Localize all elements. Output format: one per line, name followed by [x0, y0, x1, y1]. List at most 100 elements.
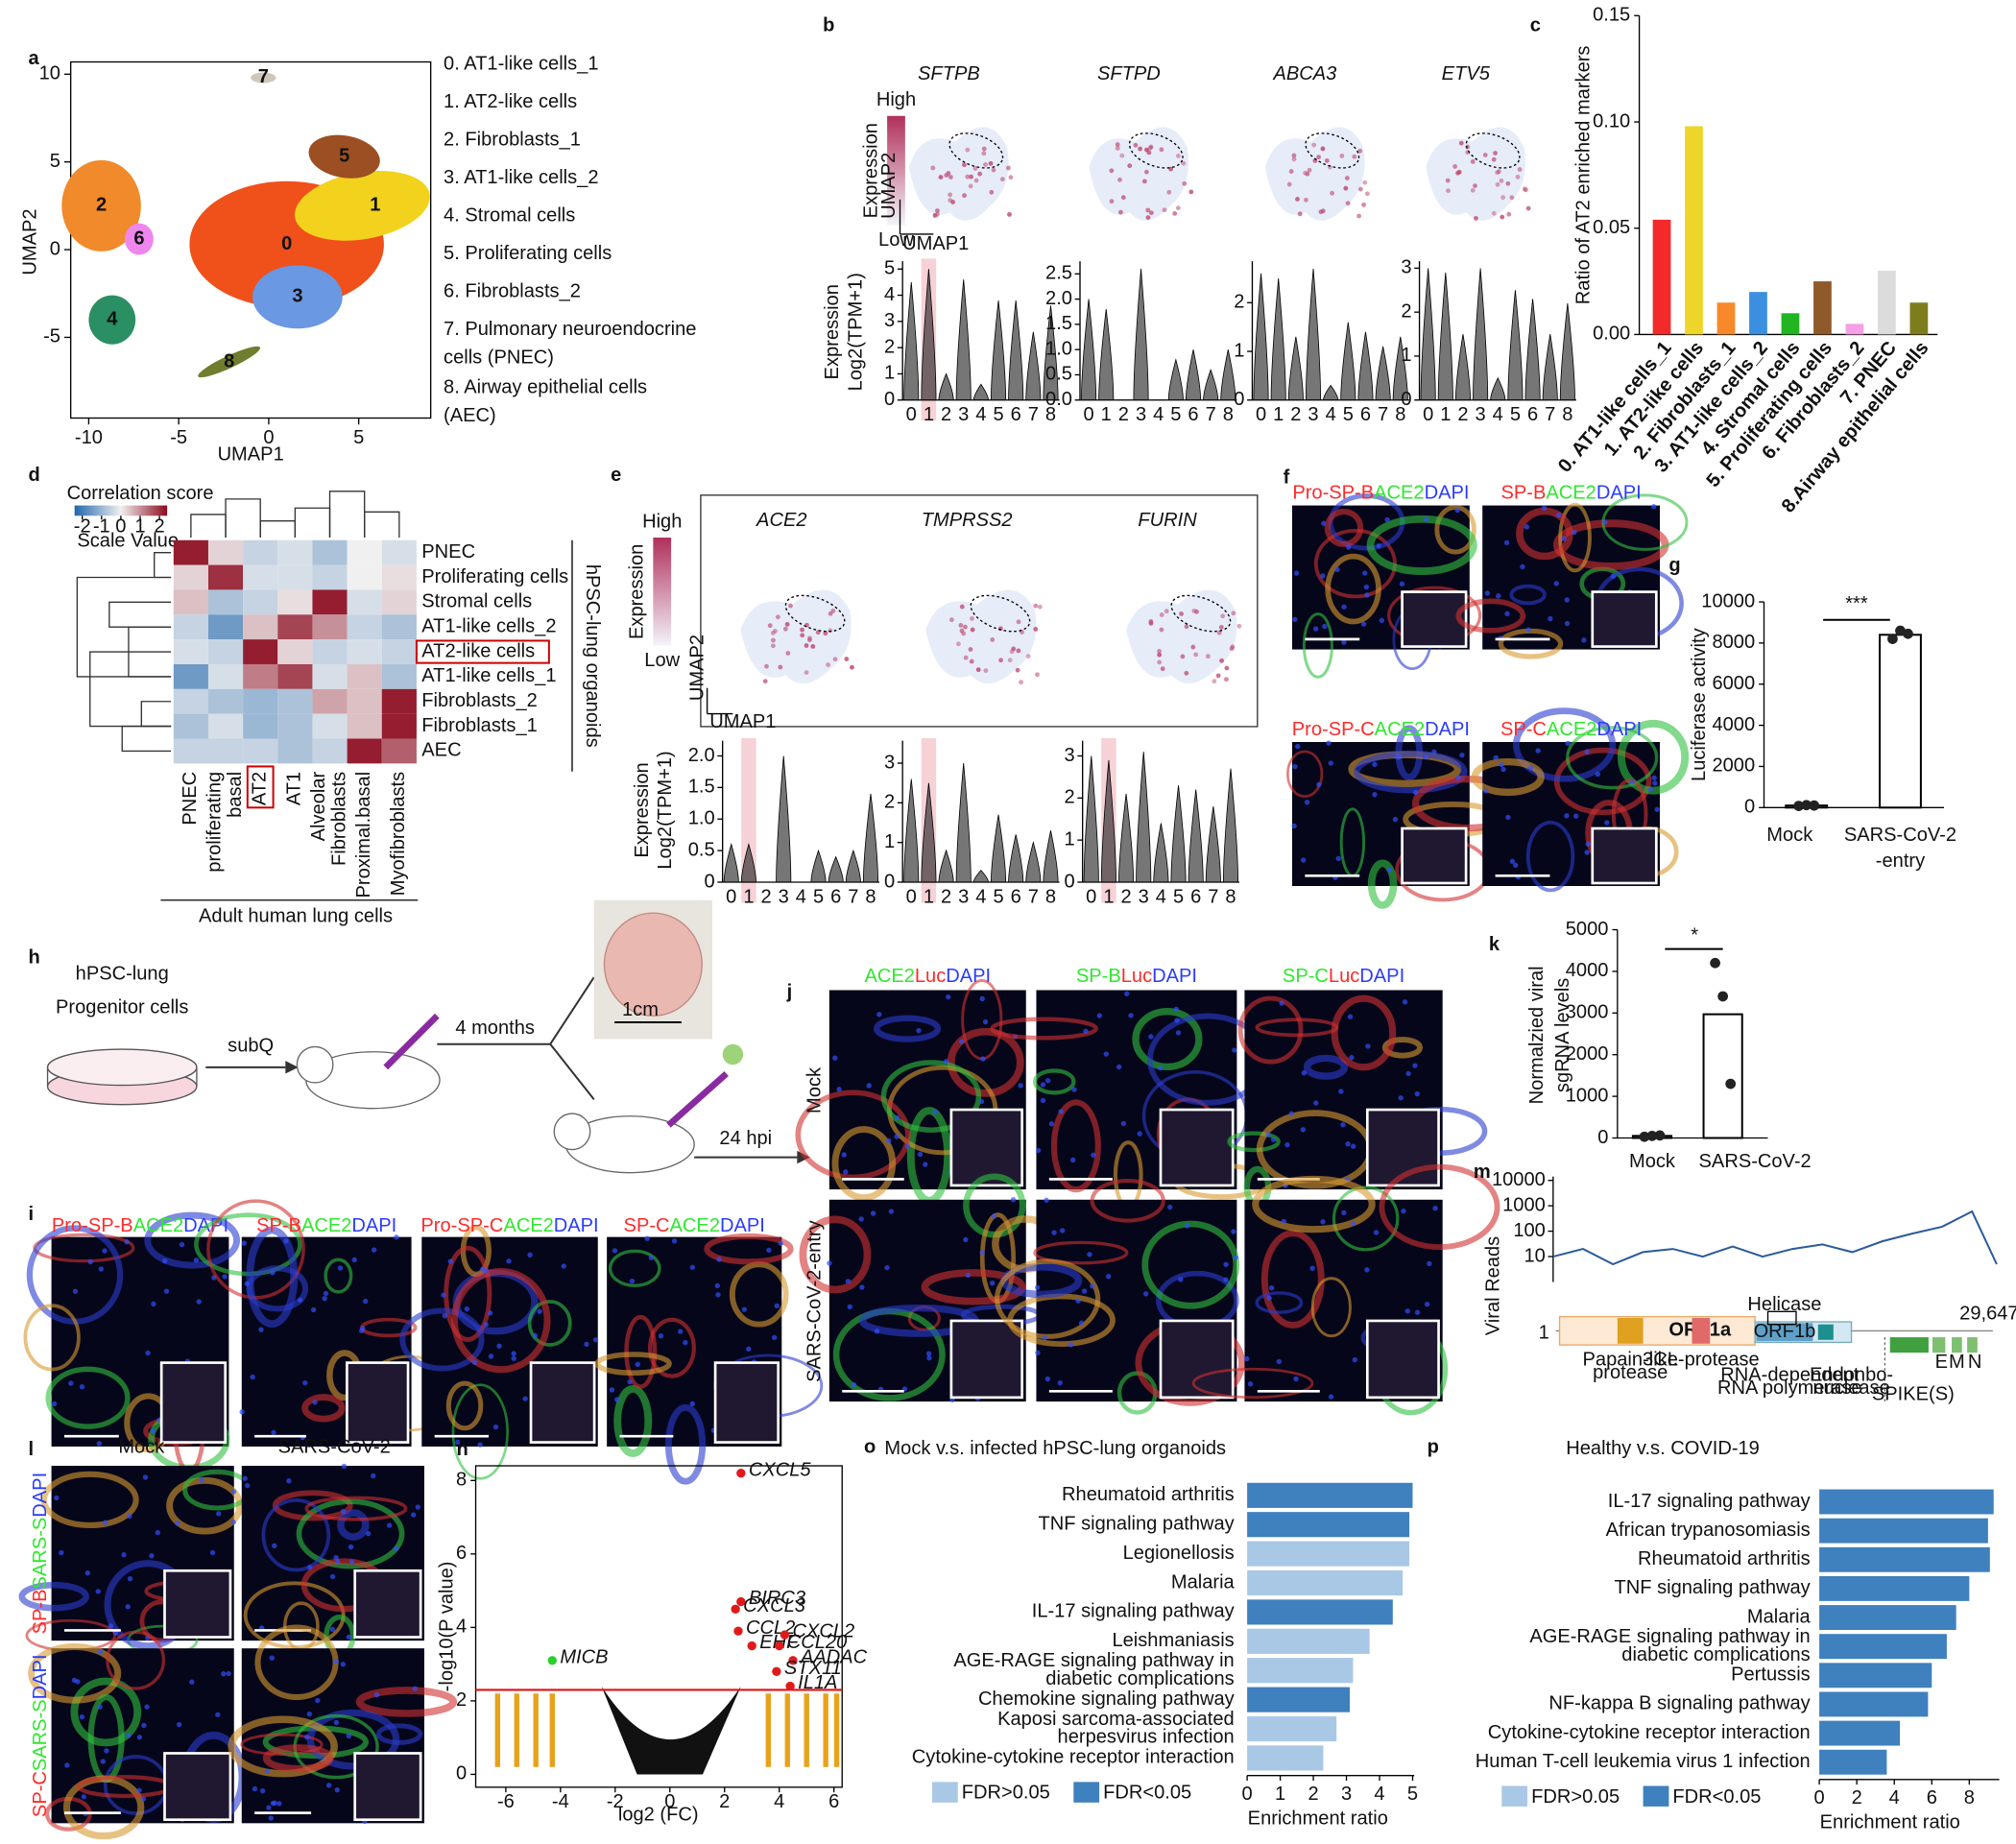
- violin: [921, 269, 937, 401]
- heat-cell: [243, 738, 278, 764]
- cell-dot: [778, 664, 783, 670]
- y-axis-label: UMAP2: [19, 208, 40, 275]
- x-tick-label: 1: [1103, 886, 1114, 907]
- nucleus: [1103, 1051, 1109, 1057]
- nucleus: [1654, 806, 1660, 812]
- cell-dot: [988, 160, 994, 166]
- bar: [1813, 281, 1832, 335]
- tissue: [445, 1380, 484, 1431]
- tissue: [1303, 1054, 1349, 1080]
- x-tick-label: Mock: [1766, 825, 1813, 846]
- y-tick-label: 100: [1513, 1220, 1546, 1241]
- legend-entry: 4. Stromal cells: [444, 205, 575, 227]
- cell-dot: [1184, 624, 1189, 630]
- nucleus: [1058, 1109, 1064, 1114]
- nucleus: [874, 1329, 880, 1334]
- nucleus: [1346, 544, 1352, 550]
- nucleus: [103, 1520, 108, 1525]
- nucleus: [209, 1549, 216, 1556]
- cell-dot: [1164, 609, 1169, 614]
- cell-dot: [1148, 620, 1154, 626]
- nucleus: [1584, 850, 1590, 855]
- cell-dot: [961, 631, 967, 636]
- cell-dot: [1344, 176, 1350, 180]
- x-tick-label: 1: [1275, 1784, 1285, 1805]
- nucleus: [1496, 593, 1501, 599]
- x-tick-label: 2: [1290, 404, 1301, 425]
- legend-entry: 2. Fibroblasts_1: [444, 130, 581, 151]
- violin: [828, 855, 844, 883]
- cell-dot: [1491, 156, 1497, 162]
- nucleus: [1010, 1197, 1017, 1203]
- cell-dot: [1236, 623, 1242, 629]
- nucleus: [310, 1306, 317, 1313]
- cell-dot: [844, 657, 850, 661]
- bar: [1819, 1720, 1901, 1746]
- cell-dot: [963, 624, 968, 630]
- y-tick-label: 8000: [1712, 632, 1755, 653]
- cell-dot: [1157, 648, 1162, 654]
- x-tick-label: 7: [1545, 404, 1555, 425]
- heat-cell: [207, 738, 244, 764]
- nucleus: [252, 1785, 258, 1792]
- nucleus: [627, 1378, 633, 1385]
- nucleus: [1288, 1111, 1294, 1116]
- heat-cell: [312, 539, 348, 565]
- nucleus: [68, 1380, 74, 1386]
- tissue: [1252, 1175, 1376, 1233]
- tissue: [1255, 1018, 1339, 1038]
- nucleus: [346, 1733, 351, 1739]
- nucleus: [1268, 1285, 1275, 1291]
- legend-entry: (AEC): [444, 405, 496, 426]
- nucleus: [1459, 752, 1465, 758]
- nucleus: [1091, 1152, 1096, 1158]
- nucleus: [315, 1697, 321, 1704]
- channel-name: SP-C: [624, 1215, 670, 1236]
- domain-label: RNA polymerase: [1717, 1377, 1862, 1399]
- tissue: [1366, 515, 1477, 575]
- cluster-label: 5: [339, 145, 349, 166]
- x-tick-label: 7: [1206, 404, 1216, 425]
- nucleus: [334, 1559, 341, 1565]
- nucleus: [272, 1543, 277, 1548]
- heat-cell: [347, 663, 382, 689]
- x-tick-label: 3: [1476, 404, 1486, 425]
- cluster-cloud: [251, 72, 276, 84]
- nucleus: [841, 1152, 847, 1158]
- nucleus: [351, 1257, 357, 1263]
- violin: [1118, 793, 1135, 883]
- nucleus: [1395, 754, 1402, 760]
- y-tick-label: 1: [884, 831, 895, 852]
- heat-cell: [381, 589, 417, 615]
- cell-dot: [1148, 145, 1153, 151]
- cell-label: hPSC-lung: [76, 964, 169, 985]
- nucleus: [341, 1463, 348, 1470]
- umap-thumbnail: [1426, 127, 1525, 221]
- cell-dot: [1212, 679, 1217, 684]
- heat-cell: [381, 564, 417, 590]
- heat-cell: [243, 539, 278, 565]
- cell-dot: [1496, 169, 1501, 175]
- nucleus: [323, 1290, 329, 1297]
- heat-cell: [381, 539, 417, 565]
- nucleus: [1322, 623, 1328, 630]
- cell-dot: [1141, 179, 1147, 184]
- tissue: [1379, 1163, 1500, 1251]
- cell-dot: [972, 166, 978, 171]
- cell-dot: [1357, 186, 1363, 192]
- heat-cell: [277, 564, 313, 590]
- nucleus: [1167, 1204, 1173, 1210]
- nucleus: [537, 1308, 542, 1314]
- heat-cell: [207, 639, 244, 664]
- nucleus: [121, 1552, 127, 1558]
- column-group-label: Adult human lung cells: [199, 905, 393, 926]
- violin: [1507, 290, 1524, 401]
- tissue: [1558, 502, 1592, 573]
- domain-label: N: [1968, 1352, 1982, 1373]
- cell-dot: [930, 165, 936, 171]
- nucleus: [1647, 786, 1654, 793]
- x-tick-label: 2: [1308, 1784, 1318, 1805]
- nucleus: [677, 1329, 684, 1334]
- nucleus: [609, 1387, 615, 1393]
- y-axis-label: Viral Reads: [1483, 1236, 1504, 1335]
